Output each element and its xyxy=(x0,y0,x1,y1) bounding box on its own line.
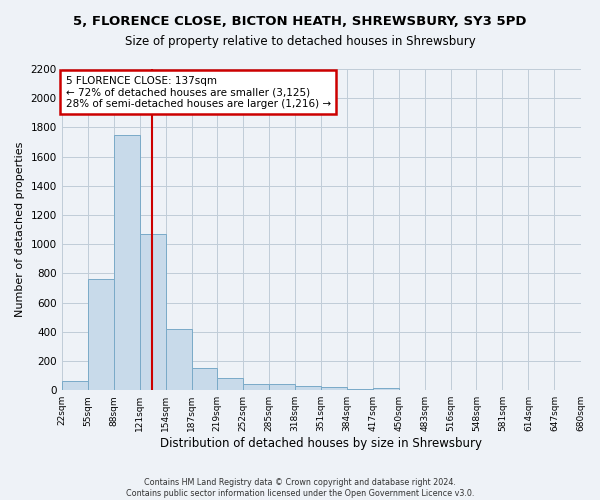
Bar xyxy=(166,329,192,390)
Bar xyxy=(373,388,399,390)
Text: 5 FLORENCE CLOSE: 137sqm
← 72% of detached houses are smaller (3,125)
28% of sem: 5 FLORENCE CLOSE: 137sqm ← 72% of detach… xyxy=(65,76,331,109)
Text: Size of property relative to detached houses in Shrewsbury: Size of property relative to detached ho… xyxy=(125,35,475,48)
Text: 5, FLORENCE CLOSE, BICTON HEATH, SHREWSBURY, SY3 5PD: 5, FLORENCE CLOSE, BICTON HEATH, SHREWSB… xyxy=(73,15,527,28)
Bar xyxy=(62,382,88,390)
X-axis label: Distribution of detached houses by size in Shrewsbury: Distribution of detached houses by size … xyxy=(160,437,482,450)
Bar xyxy=(295,386,321,390)
Bar xyxy=(114,134,140,390)
Bar xyxy=(192,368,217,390)
Bar xyxy=(140,234,166,390)
Bar xyxy=(88,279,114,390)
Bar xyxy=(321,388,347,390)
Bar xyxy=(347,388,373,390)
Bar xyxy=(243,384,269,390)
Bar xyxy=(269,384,295,390)
Y-axis label: Number of detached properties: Number of detached properties xyxy=(15,142,25,318)
Text: Contains HM Land Registry data © Crown copyright and database right 2024.
Contai: Contains HM Land Registry data © Crown c… xyxy=(126,478,474,498)
Bar xyxy=(217,378,243,390)
